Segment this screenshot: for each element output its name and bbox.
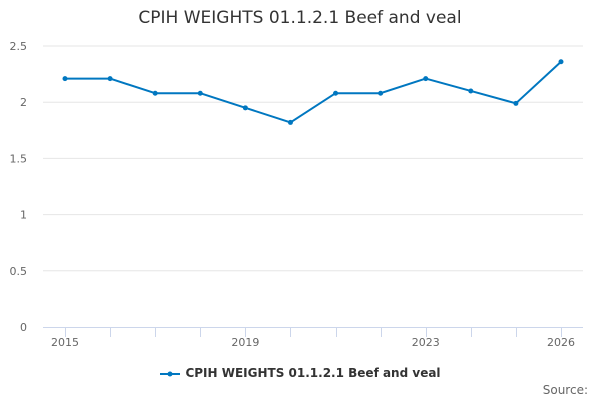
data-point bbox=[107, 76, 113, 82]
data-point bbox=[152, 90, 158, 96]
data-point bbox=[468, 88, 474, 94]
y-tick-label: 2.5 bbox=[10, 40, 28, 53]
series-line bbox=[65, 61, 562, 124]
y-tick-label: 0 bbox=[20, 321, 27, 334]
data-point bbox=[62, 76, 68, 82]
data-point bbox=[513, 100, 519, 106]
y-tick-label: 2 bbox=[20, 96, 27, 109]
y-tick-label: 0.5 bbox=[10, 265, 28, 278]
legend[interactable]: CPIH WEIGHTS 01.1.2.1 Beef and veal bbox=[0, 366, 600, 380]
x-tick-label: 2026 bbox=[547, 336, 575, 349]
legend-label: CPIH WEIGHTS 01.1.2.1 Beef and veal bbox=[185, 366, 441, 380]
legend-line-icon bbox=[160, 371, 181, 376]
data-point bbox=[378, 90, 384, 96]
data-point bbox=[423, 76, 429, 82]
data-point bbox=[558, 59, 564, 65]
data-point bbox=[197, 90, 203, 96]
chart-title: CPIH WEIGHTS 01.1.2.1 Beef and veal bbox=[138, 8, 462, 28]
y-tick-label: 1 bbox=[20, 209, 27, 222]
x-tick-label: 2019 bbox=[231, 336, 259, 349]
data-point bbox=[242, 105, 248, 111]
source-label: Source: bbox=[542, 383, 588, 397]
y-tick-label: 1.5 bbox=[10, 152, 28, 165]
data-point bbox=[287, 119, 293, 125]
x-tick-label: 2023 bbox=[412, 336, 440, 349]
data-point bbox=[333, 90, 339, 96]
x-tick-label: 2015 bbox=[51, 336, 79, 349]
